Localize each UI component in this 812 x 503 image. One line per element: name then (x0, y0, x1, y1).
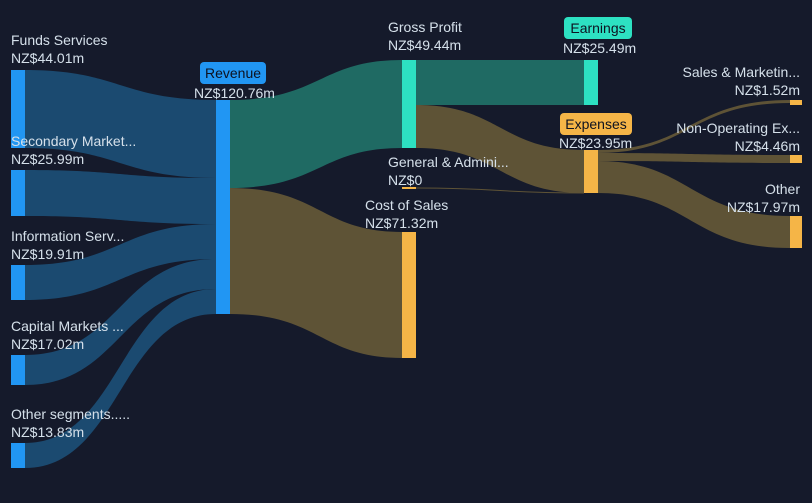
label-non-operating-title: Non-Operating Ex... (676, 120, 800, 136)
label-general-admin-title: General & Admini... (388, 154, 509, 170)
label-cost-of-sales-value: NZ$71.32m (365, 215, 438, 231)
svg-text:Expenses: Expenses (565, 116, 626, 132)
label-funds-services-title: Funds Services (11, 32, 107, 48)
label-sales-marketing-title: Sales & Marketin... (683, 64, 801, 80)
node-secondary-market[interactable] (11, 170, 25, 216)
label-general-admin-value: NZ$0 (388, 172, 422, 188)
node-other-segments[interactable] (11, 443, 25, 468)
sankey-chart: Funds Services NZ$44.01m Secondary Marke… (0, 0, 812, 503)
node-revenue[interactable] (216, 100, 230, 314)
node-earnings[interactable] (584, 60, 598, 105)
label-information-serv-value: NZ$19.91m (11, 246, 84, 262)
node-other[interactable] (790, 216, 802, 248)
svg-text:Earnings: Earnings (570, 20, 625, 36)
flow-grossprofit-to-earnings (416, 60, 584, 105)
node-non-operating[interactable] (790, 155, 802, 163)
label-gross-profit-title: Gross Profit (388, 19, 462, 35)
node-sales-marketing[interactable] (790, 100, 802, 105)
node-cost-of-sales[interactable] (402, 232, 416, 358)
label-sales-marketing-value: NZ$1.52m (735, 82, 800, 98)
node-information-serv[interactable] (11, 265, 25, 300)
flow-secondary-to-revenue (25, 170, 216, 224)
tag-revenue[interactable]: Revenue (200, 62, 266, 84)
label-funds-services-value: NZ$44.01m (11, 50, 84, 66)
label-other-segments-title: Other segments..... (11, 406, 130, 422)
label-revenue-value: NZ$120.76m (194, 85, 275, 101)
label-cost-of-sales-title: Cost of Sales (365, 197, 448, 213)
flow-revenue-to-cos (230, 188, 402, 358)
tag-expenses[interactable]: Expenses (560, 113, 632, 135)
label-gross-profit-value: NZ$49.44m (388, 37, 461, 53)
label-other-segments-value: NZ$13.83m (11, 424, 84, 440)
flow-expenses-to-nonop (598, 153, 790, 163)
label-non-operating-value: NZ$4.46m (735, 138, 800, 154)
node-expenses[interactable] (584, 150, 598, 193)
label-secondary-market-title: Secondary Market... (11, 133, 136, 149)
label-earnings-value: NZ$25.49m (563, 40, 636, 56)
label-capital-markets-value: NZ$17.02m (11, 336, 84, 352)
node-gross-profit[interactable] (402, 60, 416, 148)
label-secondary-market-value: NZ$25.99m (11, 151, 84, 167)
label-information-serv-title: Information Serv... (11, 228, 124, 244)
label-other-title: Other (765, 181, 800, 197)
label-expenses-value: NZ$23.95m (559, 135, 632, 151)
tag-earnings[interactable]: Earnings (564, 17, 632, 39)
node-capital-markets[interactable] (11, 355, 25, 385)
svg-text:Revenue: Revenue (205, 65, 261, 81)
label-other-value: NZ$17.97m (727, 199, 800, 215)
label-capital-markets-title: Capital Markets ... (11, 318, 124, 334)
